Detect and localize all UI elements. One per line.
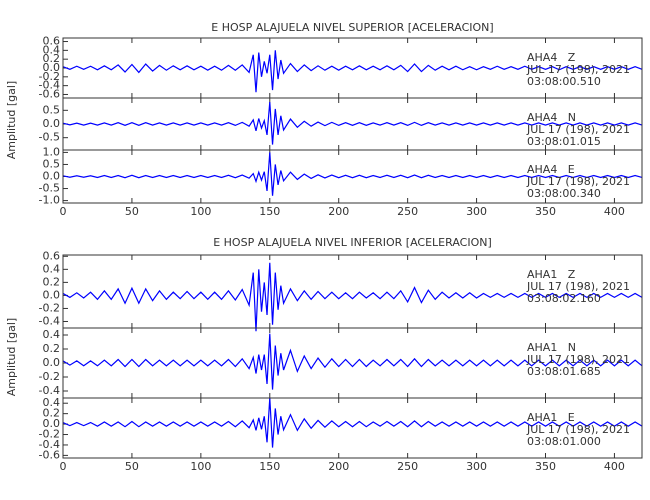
y-tick-label: -0.2: [39, 370, 60, 383]
y-tick-label: 0.2: [43, 342, 61, 355]
x-tick-label: 250: [397, 205, 418, 218]
y-tick-label: 1.0: [43, 145, 61, 158]
x-tick-label: 350: [535, 205, 556, 218]
y-tick-label: 0.4: [43, 262, 61, 275]
x-tick-label: 150: [259, 205, 280, 218]
time-label: 03:08:01.685: [527, 365, 601, 378]
y-tick-label: -0.4: [39, 438, 60, 451]
y-tick-label: 0.6: [43, 249, 61, 262]
waveform: [62, 333, 643, 390]
y-tick-label: 0.0: [43, 170, 61, 183]
y-axis-label: Amplitud [gal]: [5, 81, 18, 159]
date-label: JUL 17 (198), 2021: [526, 280, 630, 293]
x-tick-label: 100: [190, 460, 211, 473]
y-tick-label: -0.5: [39, 182, 60, 195]
chart-title: E HOSP ALAJUELA NIVEL INFERIOR [ACELERAC…: [213, 236, 492, 249]
y-tick-label: 0.0: [43, 417, 61, 430]
x-tick-label: 100: [190, 205, 211, 218]
y-tick-label: -0.6: [39, 87, 60, 100]
station-label: AHA1 N: [527, 341, 576, 354]
y-tick-label: 0.5: [43, 157, 61, 170]
x-tick-label: 50: [125, 205, 139, 218]
y-tick-label: 0.0: [43, 288, 61, 301]
waveform: [62, 152, 643, 196]
y-tick-label: -0.4: [39, 314, 60, 327]
y-tick-label: -0.4: [39, 384, 60, 397]
y-tick-label: -0.2: [39, 301, 60, 314]
y-tick-label: -1.0: [39, 194, 60, 207]
date-label: JUL 17 (198), 2021: [526, 175, 630, 188]
x-tick-label: 350: [535, 460, 556, 473]
y-tick-label: 0.0: [43, 117, 61, 130]
station-label: AHA4 E: [527, 163, 575, 176]
waveform: [62, 397, 643, 448]
chart-title: E HOSP ALAJUELA NIVEL SUPERIOR [ACELERAC…: [211, 21, 493, 34]
y-tick-label: -0.2: [39, 70, 60, 83]
y-tick-label: 0.2: [43, 52, 61, 65]
y-tick-label: 0.2: [43, 275, 61, 288]
x-tick-label: 250: [397, 460, 418, 473]
waveform: [62, 102, 643, 145]
waveform: [62, 50, 643, 93]
time-label: 03:08:02.160: [527, 292, 601, 305]
waveform: [62, 262, 643, 332]
x-tick-label: 50: [125, 460, 139, 473]
x-tick-label: 0: [60, 205, 67, 218]
station-label: AHA4 N: [527, 111, 576, 124]
x-tick-label: 0: [60, 460, 67, 473]
date-label: JUL 17 (198), 2021: [526, 353, 630, 366]
date-label: JUL 17 (198), 2021: [526, 123, 630, 136]
y-tick-label: 0.6: [43, 35, 61, 48]
station-label: AHA4 Z: [527, 51, 576, 64]
y-tick-label: 0.4: [43, 328, 61, 341]
y-tick-label: 0.4: [43, 396, 61, 409]
panel-frame: [62, 397, 643, 459]
y-tick-label: -0.6: [39, 448, 60, 461]
station-label: AHA1 Z: [527, 268, 576, 281]
y-axis-label: Amplitud [gal]: [5, 318, 18, 396]
x-tick-label: 300: [466, 205, 487, 218]
x-tick-label: 200: [328, 460, 349, 473]
y-tick-label: -0.5: [39, 131, 60, 144]
x-tick-label: 300: [466, 460, 487, 473]
y-tick-label: 0.5: [43, 103, 61, 116]
time-label: 03:08:01.015: [527, 135, 601, 148]
time-label: 03:08:01.000: [527, 435, 601, 448]
date-label: JUL 17 (198), 2021: [526, 423, 630, 436]
y-tick-label: 0.2: [43, 407, 61, 420]
x-tick-label: 400: [604, 205, 625, 218]
x-tick-label: 400: [604, 460, 625, 473]
x-tick-label: 150: [259, 460, 280, 473]
station-label: AHA1 E: [527, 411, 575, 424]
y-tick-label: 0.4: [43, 43, 61, 56]
y-tick-label: -0.4: [39, 79, 60, 92]
x-tick-label: 200: [328, 205, 349, 218]
panel-frame: [62, 149, 643, 204]
date-label: JUL 17 (198), 2021: [526, 63, 630, 76]
time-label: 03:08:00.510: [527, 75, 601, 88]
y-tick-label: -0.2: [39, 428, 60, 441]
y-tick-label: 0.0: [43, 61, 61, 74]
y-tick-label: 0.0: [43, 356, 61, 369]
time-label: 03:08:00.340: [527, 187, 601, 200]
